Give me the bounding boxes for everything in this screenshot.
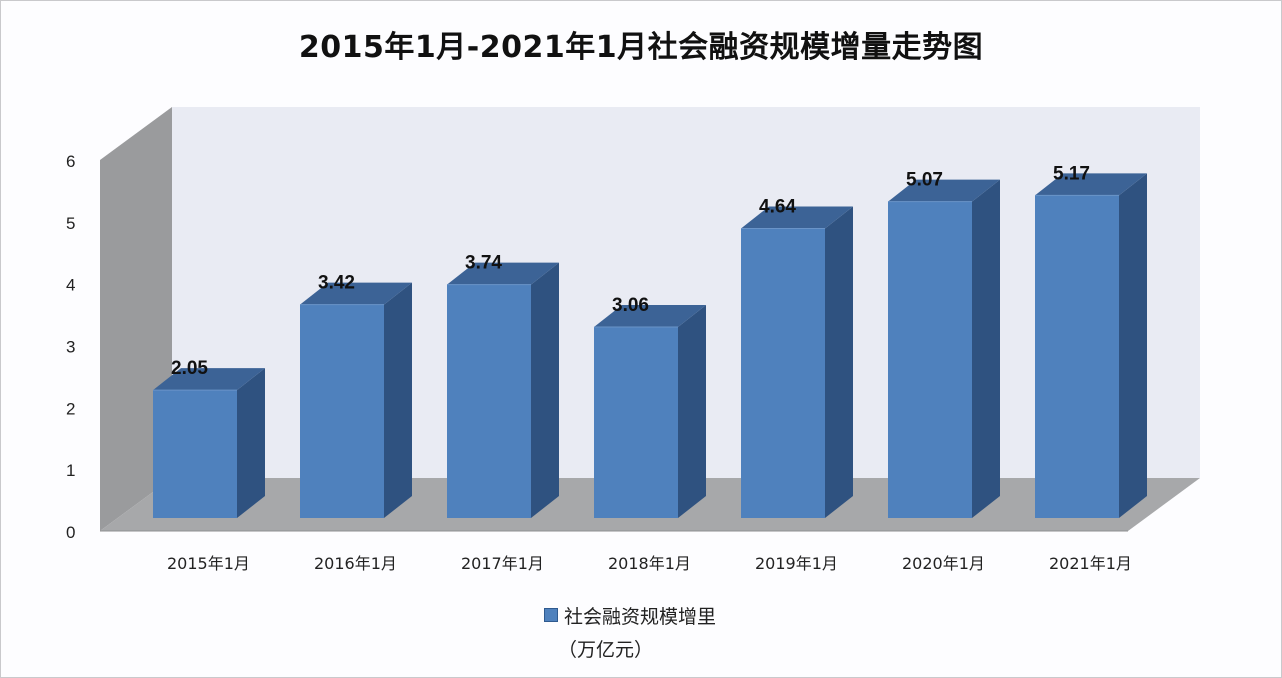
x-tick-label: 2016年1月 [314,554,397,573]
legend-swatch [544,608,558,622]
x-tick-label: 2015年1月 [167,554,250,573]
x-tick-label: 2020年1月 [902,554,985,573]
value-label: 5.17 [1053,163,1090,184]
y-axis-ticks: 0 1 2 3 4 5 6 [66,152,75,542]
x-tick-label: 2018年1月 [608,554,691,573]
value-label: 2.05 [171,358,208,379]
value-label: 4.64 [759,196,796,217]
value-label: 5.07 [906,170,943,191]
x-tick-label: 2017年1月 [461,554,544,573]
bar: 2.05 [153,358,265,518]
bar: 5.07 [888,170,1000,518]
bar: 3.06 [594,295,706,518]
bar: 3.42 [300,273,412,518]
x-tick-label: 2019年1月 [755,554,838,573]
value-label: 3.42 [318,273,355,294]
y-tick-label: 0 [66,523,75,542]
y-tick-label: 5 [66,214,75,233]
legend: 社会融资规模增里 （万亿元） [544,602,716,662]
y-tick-label: 3 [66,338,75,357]
value-label: 3.06 [612,295,649,316]
legend-unit: （万亿元） [558,639,654,661]
bar: 3.74 [447,253,559,518]
bar: 5.17 [1035,163,1147,518]
bar: 4.64 [741,196,853,519]
value-label: 3.74 [465,253,502,274]
x-tick-label: 2021年1月 [1049,554,1132,573]
y-tick-label: 1 [66,461,75,480]
y-tick-label: 4 [66,276,75,295]
bar-series: 2.05 3.42 3.74 3.06 4.64 5.07 5.17 [153,163,1147,519]
legend-label: 社会融资规模增里 [564,606,717,628]
x-axis-ticks: 2015年1月 2016年1月 2017年1月 2018年1月 2019年1月 2020年… [167,554,1132,573]
y-tick-label: 6 [66,152,75,171]
chart-title: 2015年1月-2021年1月社会融资规模增量走势图 [298,30,984,65]
y-tick-label: 2 [66,399,75,418]
